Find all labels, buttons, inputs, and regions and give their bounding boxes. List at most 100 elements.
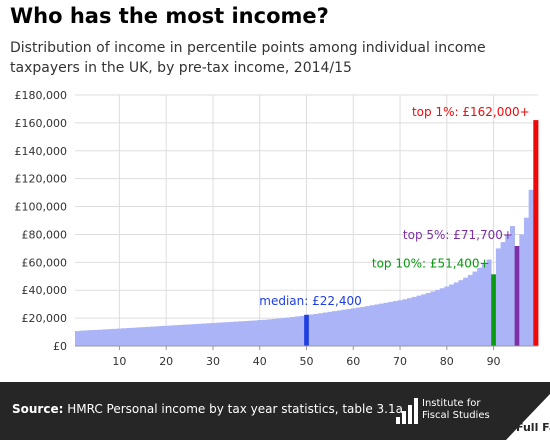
- bar: [388, 301, 394, 346]
- bar: [93, 329, 99, 346]
- bar: [131, 327, 137, 346]
- highlight-label: median: £22,400: [259, 294, 361, 308]
- bar: [294, 316, 300, 346]
- y-tick-label: £140,000: [15, 145, 68, 158]
- bar: [369, 305, 375, 346]
- bar: [205, 323, 211, 346]
- ifs-logo-text: Institute for Fiscal Studies: [422, 398, 490, 422]
- footer: Source: HMRC Personal income by tax year…: [0, 382, 550, 440]
- bar: [444, 286, 450, 346]
- bar: [421, 294, 427, 346]
- bar: [266, 319, 272, 346]
- chart-title: Who has the most income?: [10, 4, 329, 28]
- bar: [411, 296, 417, 346]
- highlight-bar: [533, 120, 539, 346]
- bar: [271, 318, 277, 346]
- highlight-label: top 1%: £162,000+: [412, 105, 530, 119]
- axes: £0 £20,000 £40,000 £60,000 £80,000 £100,000 £1…: [15, 89, 538, 368]
- bar: [117, 328, 123, 346]
- x-tick-label: 80: [440, 355, 454, 368]
- highlight-bar: [304, 314, 310, 346]
- y-tick-label: £120,000: [15, 173, 68, 186]
- bar: [435, 289, 441, 346]
- bar: [509, 226, 515, 346]
- bar: [327, 311, 333, 346]
- bar: [262, 319, 268, 346]
- ifs-bars-icon: [396, 398, 418, 424]
- bar: [528, 189, 534, 346]
- bar: [196, 323, 202, 346]
- y-tick-label: £0: [53, 340, 67, 353]
- income-distribution-chart: £0 £20,000 £40,000 £60,000 £80,000 £100,000 £1…: [15, 89, 539, 368]
- bar: [126, 328, 132, 346]
- bar: [467, 274, 473, 346]
- bar: [495, 248, 501, 346]
- bar: [285, 317, 291, 346]
- bar: [173, 325, 179, 346]
- y-tick-label: £40,000: [22, 284, 68, 297]
- bar: [313, 313, 319, 346]
- bar: [299, 315, 305, 346]
- y-tick-label: £160,000: [15, 117, 68, 130]
- bar: [177, 324, 183, 346]
- bar: [407, 298, 413, 346]
- y-tick-label: £100,000: [15, 201, 68, 214]
- bar: [449, 284, 455, 346]
- bar: [416, 295, 422, 346]
- bar: [402, 299, 408, 346]
- bar: [477, 267, 483, 346]
- bar: [355, 307, 361, 346]
- bar: [215, 322, 221, 346]
- bar: [182, 324, 188, 346]
- bar: [163, 325, 169, 346]
- bar: [458, 280, 464, 346]
- bar: [425, 293, 431, 346]
- bar: [224, 322, 230, 346]
- y-tick-label: £80,000: [22, 228, 68, 241]
- bar: [486, 259, 492, 346]
- annotations: median: £22,400 top 10%: £51,400+ top 5%: …: [259, 105, 529, 308]
- bar: [397, 300, 403, 346]
- bar: [364, 306, 370, 346]
- bar: [453, 282, 459, 346]
- bar: [378, 303, 385, 346]
- x-tick-label: 10: [112, 355, 126, 368]
- bar: [346, 309, 352, 346]
- bar: [276, 318, 282, 346]
- y-tick-label: £180,000: [15, 89, 68, 102]
- bar: [393, 301, 399, 346]
- bar: [79, 330, 85, 346]
- chart-subtitle: Distribution of income in percentile poi…: [10, 40, 486, 76]
- bar: [229, 321, 235, 346]
- bar: [89, 330, 95, 346]
- bar: [140, 327, 146, 346]
- bar: [187, 324, 193, 346]
- x-tick-label: 60: [346, 355, 360, 368]
- highlight-bar: [491, 274, 497, 346]
- fullfact-logo-text: Full Fact: [516, 421, 550, 434]
- ifs-logo-line1: Institute for: [422, 398, 481, 409]
- bar: [308, 314, 314, 346]
- bar: [135, 327, 141, 346]
- bar: [84, 330, 90, 346]
- bar: [290, 316, 296, 346]
- bar: [350, 308, 356, 346]
- bar: [322, 312, 328, 346]
- y-tick-label: £60,000: [22, 256, 68, 269]
- bar: [360, 306, 366, 346]
- highlight-label: top 5%: £71,700+: [403, 228, 513, 242]
- source-label: Source:: [12, 402, 64, 416]
- bar: [103, 329, 109, 346]
- highlight-label: top 10%: £51,400+: [372, 256, 490, 270]
- bar: [463, 277, 469, 346]
- highlight-bar: [514, 246, 520, 346]
- bar: [374, 304, 380, 346]
- bar: [243, 321, 249, 346]
- bar: [75, 331, 81, 346]
- bars: [75, 120, 539, 346]
- bar: [336, 310, 342, 346]
- x-tick-label: 20: [159, 355, 173, 368]
- bar: [159, 326, 165, 346]
- bar: [154, 326, 160, 346]
- source-line: Source: HMRC Personal income by tax year…: [12, 402, 403, 416]
